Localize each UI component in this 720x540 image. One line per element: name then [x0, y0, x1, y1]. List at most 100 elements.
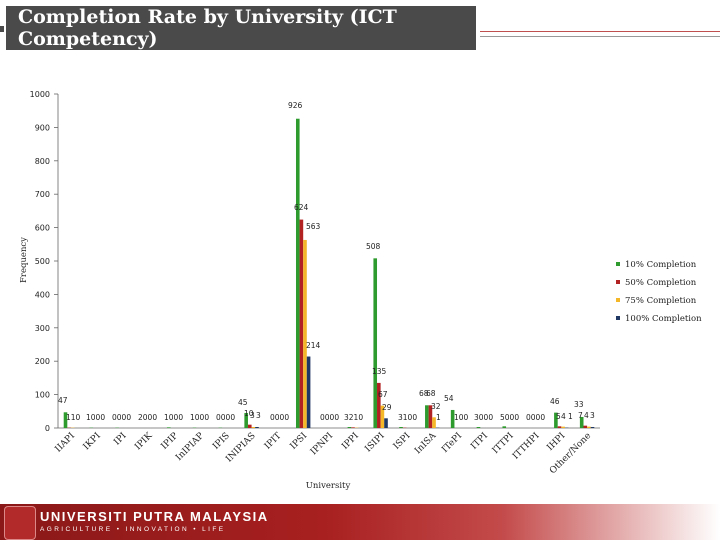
bar-ispi-s1	[399, 426, 403, 428]
university-name: UNIVERSITI PUTRA MALAYSIA	[40, 509, 269, 524]
y-tick-label: 200	[35, 357, 50, 366]
title-rule	[480, 31, 720, 32]
bar-other-none-s2	[583, 425, 588, 428]
title-rule	[480, 36, 720, 37]
data-label: 68	[426, 389, 436, 398]
bar-inisa-s3	[432, 417, 436, 428]
category-label: ITePI	[440, 431, 464, 455]
category-label: IPPI	[340, 431, 361, 452]
bars	[63, 118, 595, 428]
bar-ipsi-s1	[295, 118, 300, 428]
legend-swatch	[616, 316, 620, 320]
bar-other-none-s1	[579, 416, 584, 428]
data-label: 1	[436, 413, 441, 422]
data-label: 1	[568, 412, 573, 421]
y-tick-label: 900	[35, 123, 50, 132]
category-label: ITTHPI	[511, 431, 542, 462]
data-label: 508	[366, 242, 381, 251]
data-label: 0000	[526, 413, 545, 422]
data-label: 2000	[138, 413, 157, 422]
bar-inipias-s1	[244, 412, 248, 428]
university-footer-banner: UNIVERSITI PUTRA MALAYSIA AGRICULTURE • …	[0, 504, 720, 540]
legend-entry: 10% Completion	[625, 260, 697, 270]
category-label: IKPI	[82, 431, 103, 452]
legend-entry: 100% Completion	[625, 314, 702, 324]
category-label: IPIT	[263, 431, 284, 452]
data-label: 926	[288, 101, 303, 110]
category-label: IPSI	[289, 431, 310, 452]
university-crest-icon	[4, 506, 36, 540]
category-label: ISPI	[392, 431, 413, 452]
data-label: 3000	[474, 413, 493, 422]
category-label: InISA	[413, 431, 439, 457]
data-label: 5	[556, 412, 561, 421]
data-label: 1000	[164, 413, 183, 422]
y-tick-label: 300	[35, 324, 50, 333]
category-label: IPI	[112, 431, 129, 448]
data-label: 45	[238, 398, 248, 407]
page-title: Completion Rate by University (ICT Compe…	[6, 6, 476, 50]
bar-inipias-s4	[255, 426, 259, 428]
data-label: 3	[256, 411, 261, 420]
data-label: 214	[306, 341, 321, 350]
bar-ihpi-s3	[561, 426, 565, 428]
category-label: IPNPI	[309, 431, 336, 458]
title-accent-mark	[0, 26, 4, 32]
y-axis-ticks: 0 100 200 300 400 500 600 700 800 900 1000	[30, 90, 58, 433]
legend-entry: 75% Completion	[625, 296, 697, 306]
category-label: InIPIAP	[174, 431, 206, 463]
data-label: 32	[431, 402, 441, 411]
y-axis-title: Frequency	[19, 237, 29, 283]
y-tick-label: 0	[45, 424, 50, 433]
y-tick-label: 400	[35, 290, 50, 299]
bar-itpi-s1	[476, 426, 481, 428]
data-label: 3210	[344, 413, 363, 422]
data-label: 68	[419, 389, 429, 398]
data-label: 100	[454, 413, 469, 422]
bar-ippi-s1	[347, 426, 352, 428]
data-label: 624	[294, 203, 309, 212]
bar-ipsi-s2	[299, 219, 304, 428]
data-label: 4	[584, 411, 589, 420]
bar-inipias-s3	[251, 426, 256, 428]
bar-inisa-s2	[428, 405, 433, 428]
legend-swatch	[616, 262, 620, 266]
data-label: 0000	[320, 413, 339, 422]
category-label: IIAPI	[54, 431, 78, 455]
data-label: 110	[66, 413, 81, 422]
data-label: 67	[378, 390, 388, 399]
data-label: 3	[590, 411, 595, 420]
y-tick-label: 700	[35, 190, 50, 199]
category-label: IPIS	[211, 431, 232, 452]
bar-isipi-s1	[373, 258, 378, 428]
data-label: 3	[250, 411, 255, 420]
bar-isipi-s4	[384, 418, 388, 428]
category-label: IPIK	[133, 431, 154, 452]
bar-isipi-s2	[377, 382, 381, 428]
data-label: 54	[444, 394, 454, 403]
data-label: 0000	[270, 413, 289, 422]
bar-ippi-s2	[351, 427, 355, 428]
data-label: 563	[306, 222, 321, 231]
university-tagline: AGRICULTURE • INNOVATION • LIFE	[40, 526, 226, 533]
y-tick-label: 100	[35, 391, 50, 400]
data-label: 10	[244, 409, 254, 418]
data-label: 4	[561, 412, 566, 421]
data-label: 7	[578, 411, 583, 420]
legend-swatch	[616, 298, 620, 302]
data-label: 135	[372, 367, 387, 376]
y-tick-label: 600	[35, 224, 50, 233]
data-label: 3100	[398, 413, 417, 422]
bar-iiapi-s1	[63, 412, 68, 428]
category-label: ITPI	[469, 431, 490, 452]
bar-ihpi-s1	[554, 412, 558, 428]
y-tick-label: 500	[35, 257, 50, 266]
bar-ihpi-s2	[557, 426, 562, 428]
data-label: 47	[58, 396, 68, 405]
data-label: 1000	[190, 413, 209, 422]
data-label: 33	[574, 400, 584, 409]
bar-ipip-s1	[166, 427, 171, 428]
